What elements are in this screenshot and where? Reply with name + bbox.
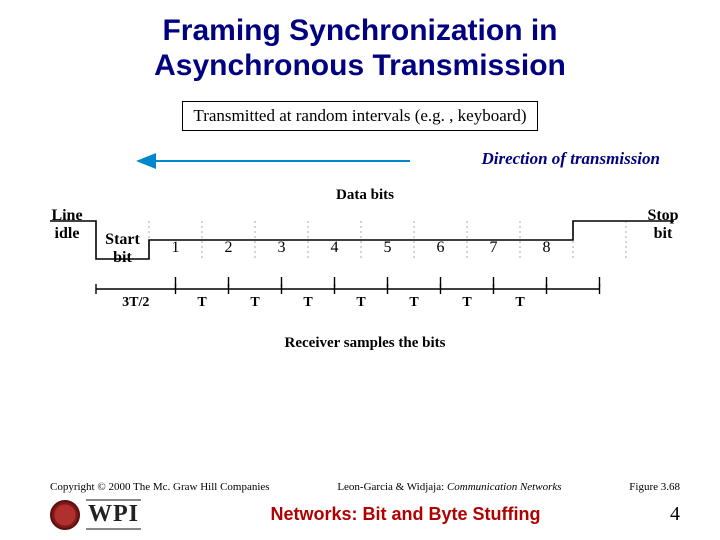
timing-diagram: Data bits Line idle Stop bit Startbit123…	[50, 187, 680, 367]
sample-interval-label: T	[197, 295, 206, 311]
networks-label: Networks: Bit and Byte Stuffing	[141, 504, 670, 525]
bit-number: 8	[543, 239, 551, 257]
citation-ital: Communication Networks	[447, 481, 562, 493]
bit-labels-row: Startbit12345678	[50, 215, 680, 235]
sample-interval-label: T	[409, 295, 418, 311]
bit-number: 4	[331, 239, 339, 257]
citation-plain: Leon-Garcia & Widjaja:	[337, 481, 447, 493]
sample-interval-label: T	[356, 295, 365, 311]
receiver-label: Receiver samples the bits	[285, 335, 446, 352]
data-bits-label: Data bits	[336, 187, 394, 204]
bit-number: 2	[225, 239, 233, 257]
direction-row: Direction of transmission	[0, 149, 720, 177]
wpi-wordmark: WPI	[86, 499, 141, 530]
sample-interval-label: 3T/2	[122, 295, 149, 311]
copyright-text: Copyright © 2000 The Mc. Graw Hill Compa…	[50, 481, 270, 493]
bit-number: 1	[172, 239, 180, 257]
title-line1: Framing Synchronization in	[0, 14, 720, 49]
bit-number: 7	[490, 239, 498, 257]
sample-interval-label: T	[462, 295, 471, 311]
sample-interval-label: T	[515, 295, 524, 311]
bit-number: 3	[278, 239, 286, 257]
sampling-labels-row: 3T/2 T T T T T T T	[50, 277, 680, 325]
sample-interval-label: T	[303, 295, 312, 311]
title-line2: Asynchronous Transmission	[0, 49, 720, 84]
slide-title: Framing Synchronization in Asynchronous …	[0, 0, 720, 83]
bit-number: 5	[384, 239, 392, 257]
footer-bottom: WPI Networks: Bit and Byte Stuffing 4	[0, 499, 720, 530]
citation: Leon-Garcia & Widjaja: Communication Net…	[270, 481, 630, 493]
bit-number: 6	[437, 239, 445, 257]
direction-text: Direction of transmission	[481, 149, 660, 169]
logo-area: WPI	[50, 499, 141, 530]
sample-interval-label: T	[250, 295, 259, 311]
footer-top: Copyright © 2000 The Mc. Graw Hill Compa…	[0, 481, 720, 499]
caption-text: Transmitted at random intervals (e.g. , …	[193, 106, 526, 125]
slide-number: 4	[670, 503, 680, 526]
footer: Copyright © 2000 The Mc. Graw Hill Compa…	[0, 481, 720, 530]
caption-box: Transmitted at random intervals (e.g. , …	[182, 101, 537, 131]
start-bit-label: Startbit	[105, 231, 140, 266]
wpi-seal-icon	[50, 500, 80, 530]
figure-number: Figure 3.68	[629, 481, 680, 493]
